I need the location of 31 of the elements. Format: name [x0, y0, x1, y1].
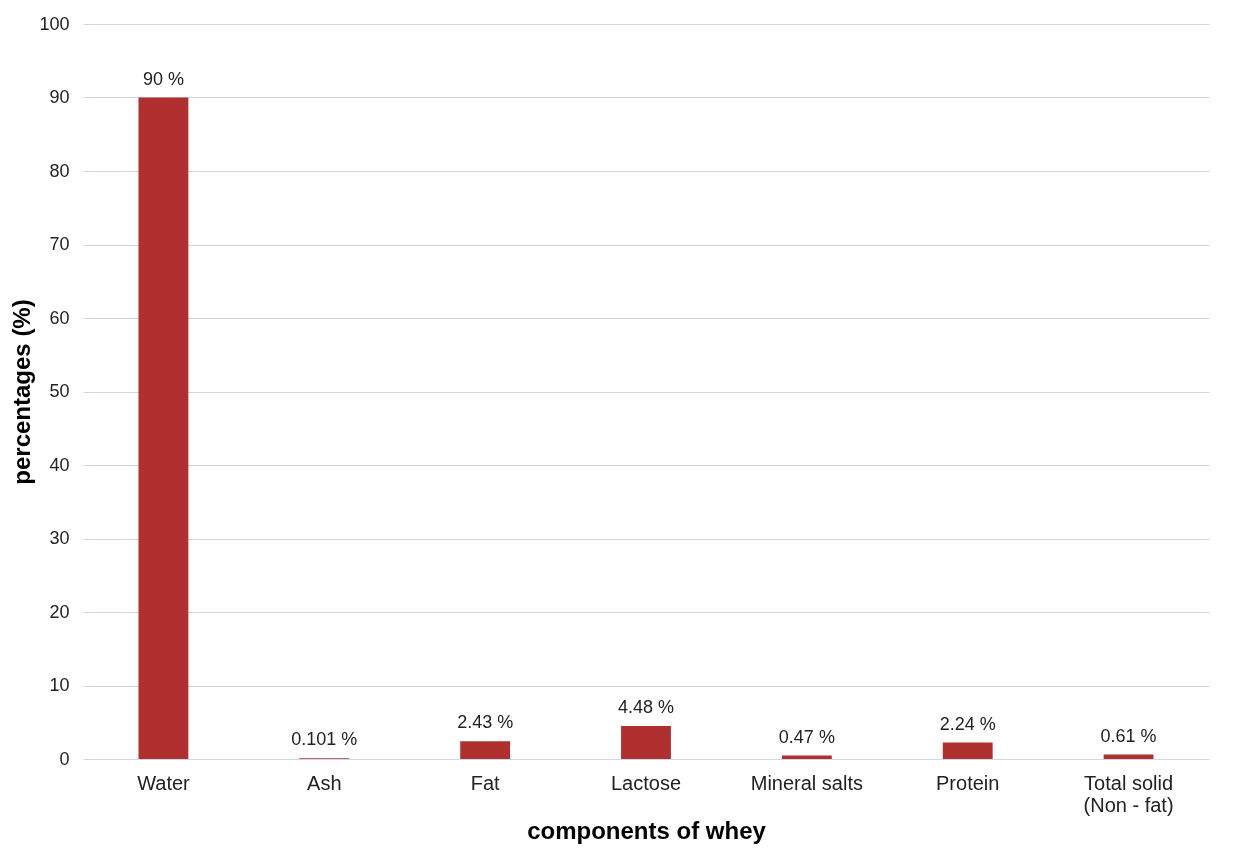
x-tick-label: Ash [307, 771, 342, 794]
data-label: 2.43 % [457, 712, 514, 733]
bar [138, 97, 189, 759]
y-tick-label: 0 [59, 748, 70, 769]
data-label: 4.48 % [617, 697, 675, 718]
x-tick-label: Mineral salts [750, 771, 863, 794]
y-tick-label: 100 [39, 13, 70, 34]
x-tick-label: Lactose [610, 771, 682, 794]
y-tick-label: 20 [49, 601, 70, 622]
y-axis-title: percentages (%) [8, 299, 36, 485]
data-label: 0.47 % [778, 726, 835, 747]
y-tick-label: 10 [49, 675, 70, 695]
data-label: 0.101 % [291, 729, 358, 750]
y-tick-label: 30 [49, 528, 70, 548]
y-tick-label: 90 [49, 87, 70, 107]
y-tick-label: 40 [49, 454, 70, 475]
x-tick-label: Total solid (Non - fat) [1083, 771, 1174, 816]
y-tick-label: 60 [49, 307, 70, 328]
data-label: 90 % [142, 68, 184, 89]
y-tick-label: 50 [49, 381, 70, 401]
data-label: 2.24 % [939, 713, 996, 734]
y-tick-label: 80 [49, 160, 70, 181]
y-tick-label: 70 [49, 234, 70, 254]
data-label: 0.61 % [1100, 725, 1157, 746]
bar [621, 726, 671, 759]
x-tick-label: Protein [936, 771, 1000, 794]
bar [460, 741, 511, 759]
x-axis-title: components of whey [527, 816, 767, 844]
x-tick-label: Water [137, 771, 191, 794]
bar [942, 742, 993, 759]
x-tick-label: Fat [470, 771, 501, 794]
